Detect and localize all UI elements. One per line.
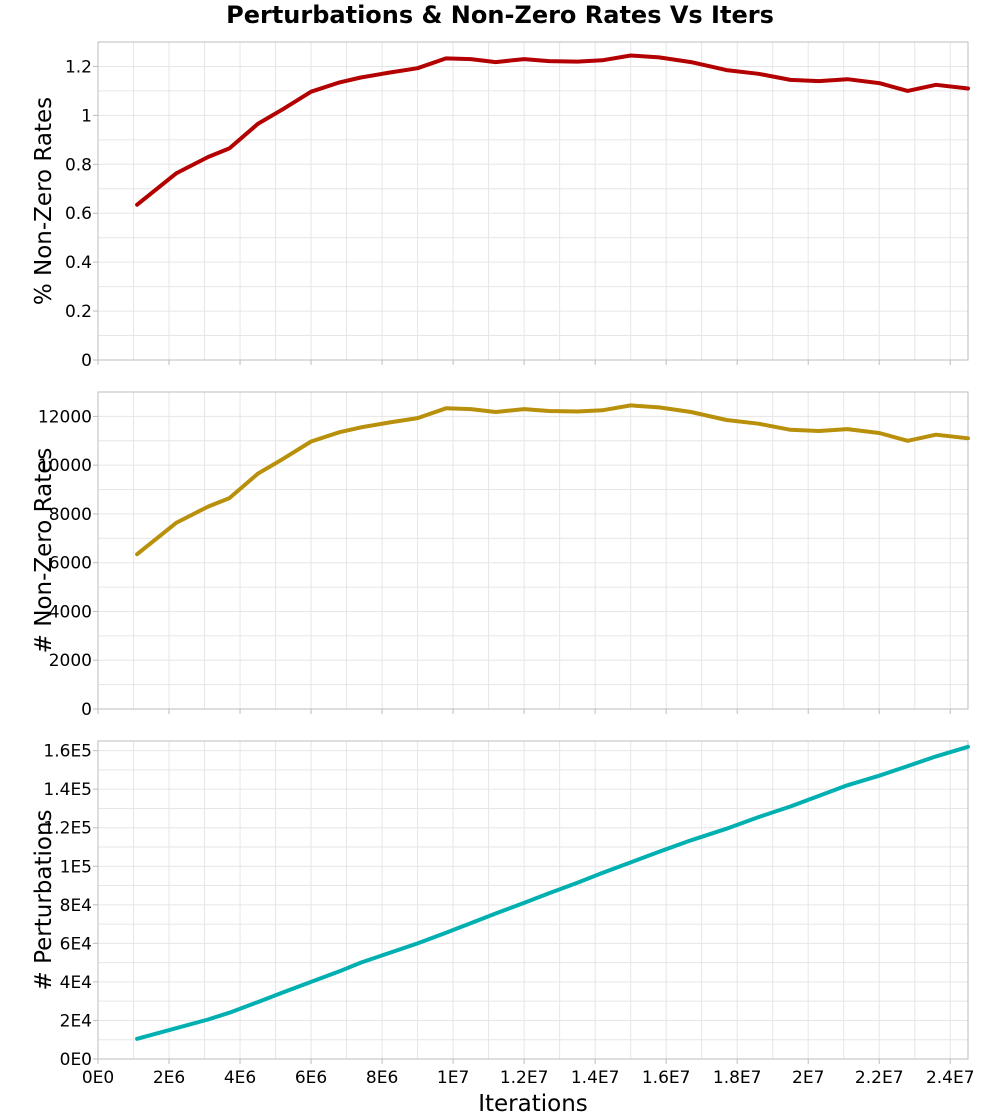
y-tick-label: 0.8 (65, 155, 92, 175)
x-tick-label: 0E0 (82, 1068, 114, 1088)
y-tick-label: 1.6E5 (43, 742, 92, 762)
x-tick-label: 1.4E7 (571, 1068, 620, 1088)
y-tick-label: 0 (81, 351, 92, 371)
y-axis-label: % Non-Zero Rates (31, 97, 57, 305)
plot-frame (98, 392, 968, 709)
x-tick-label: 4E6 (224, 1068, 256, 1088)
x-tick-label: 8E6 (366, 1068, 398, 1088)
y-tick-label: 0E0 (60, 1050, 92, 1070)
x-tick-label: 2.4E7 (926, 1068, 975, 1088)
y-tick-label: 1.4E5 (43, 780, 92, 800)
x-tick-label: 1.6E7 (642, 1068, 691, 1088)
y-tick-label: 0.6 (65, 204, 92, 224)
y-tick-label: 8E4 (60, 896, 92, 916)
x-tick-label: 6E6 (295, 1068, 327, 1088)
y-tick-label: 1.2 (65, 57, 92, 77)
y-tick-label: 6E4 (60, 934, 92, 954)
x-tick-label: 2E6 (153, 1068, 185, 1088)
plot-frame (98, 42, 968, 360)
y-tick-label: 0.2 (65, 302, 92, 322)
y-tick-label: 2E4 (60, 1011, 92, 1031)
y-tick-label: 4E4 (60, 973, 92, 993)
x-tick-label: 1.8E7 (713, 1068, 762, 1088)
x-tick-label: 1E7 (437, 1068, 469, 1088)
chart-title: Perturbations & Non-Zero Rates Vs Iters (226, 1, 774, 29)
y-axis-label: # Non-Zero Rates (31, 448, 57, 654)
y-axis-label: # Perturbations (31, 809, 57, 990)
figure: Perturbations & Non-Zero Rates Vs Iters … (0, 0, 1000, 1120)
x-tick-label: 2.2E7 (855, 1068, 904, 1088)
y-tick-label: 1 (81, 106, 92, 126)
x-tick-label: 2E7 (792, 1068, 824, 1088)
y-tick-label: 0 (81, 700, 92, 720)
x-tick-label: 1.2E7 (500, 1068, 549, 1088)
x-axis-label: Iterations (478, 1091, 588, 1117)
y-tick-label: 1E5 (60, 857, 92, 877)
y-tick-label: 12000 (38, 407, 92, 427)
y-tick-label: 0.4 (65, 253, 92, 273)
